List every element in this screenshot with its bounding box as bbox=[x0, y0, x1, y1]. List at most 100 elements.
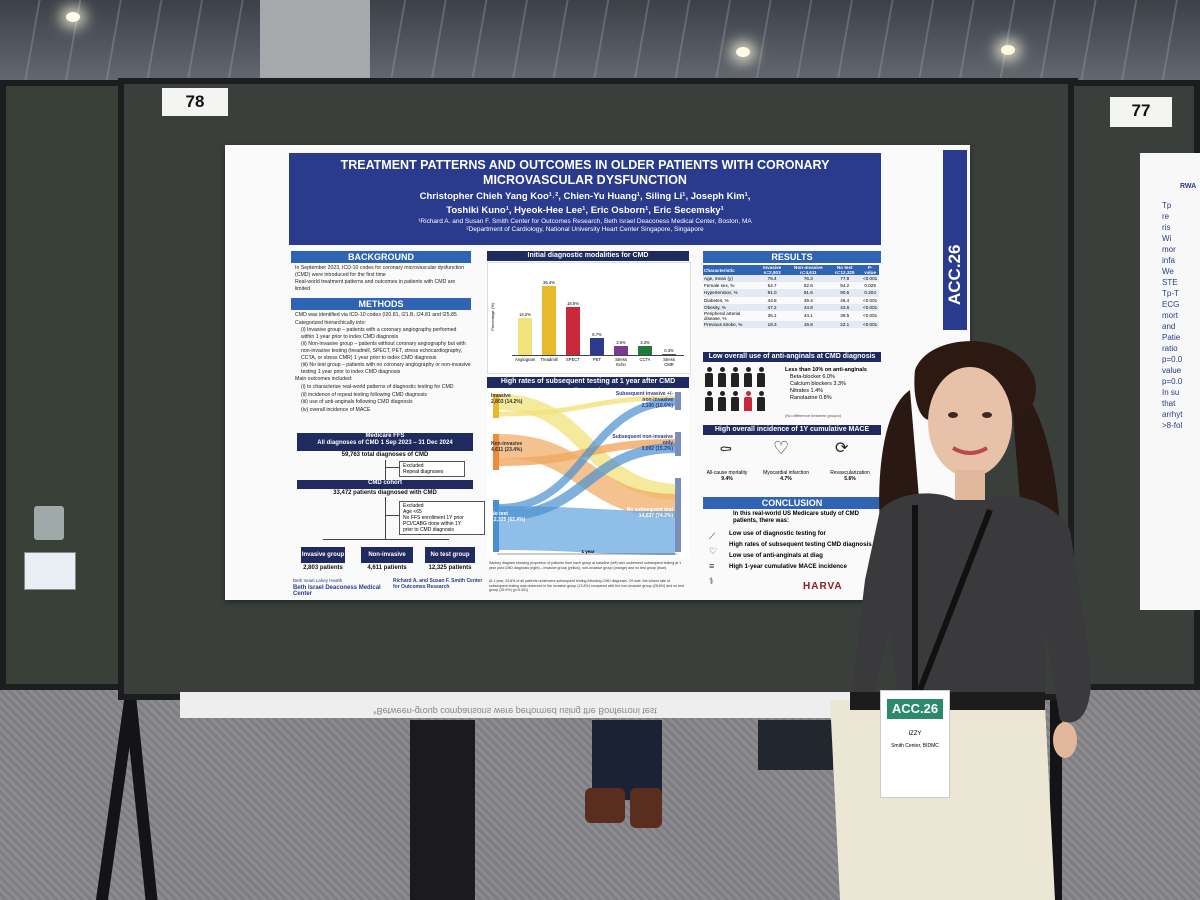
person-icon bbox=[731, 391, 739, 411]
methods-bullet: (ii) incidence of repeat testing followi… bbox=[301, 391, 428, 398]
sankey-axis-label: 1 year bbox=[581, 549, 595, 554]
shoe bbox=[630, 788, 662, 828]
person-icon bbox=[718, 367, 726, 387]
total-diagnoses: 59,763 total diagnoses of CMD bbox=[341, 452, 429, 458]
cmd-cohort-box: CMD cohort bbox=[297, 480, 473, 489]
group-non-invasive: Non-invasive group bbox=[361, 547, 413, 574]
ceiling-light bbox=[1001, 45, 1015, 55]
poster-affiliation-2: ²Department of Cardiology, National Univ… bbox=[466, 226, 704, 233]
bar-category-label: SPECT bbox=[566, 357, 580, 362]
table-cell: 44.1 bbox=[803, 313, 813, 319]
smith-center-logo: Richard A. and Susan F. Smith Center for… bbox=[393, 578, 483, 590]
table-cell: 44.8 bbox=[767, 297, 777, 303]
bar-chart: Percentage (%) 14.2% Angiogram 26.4% Treadm… bbox=[487, 262, 691, 374]
sankey-flow bbox=[498, 394, 676, 500]
right-poster-text: mort bbox=[1162, 311, 1178, 320]
sankey-left-notest: No test 12,325 (62.4%) bbox=[491, 511, 525, 523]
conclusion-bullet: High rates of subsequent testing CMD dia… bbox=[729, 541, 872, 548]
person-legs-background bbox=[410, 720, 475, 900]
bar-category-label: Stress CMR bbox=[663, 357, 675, 367]
right-poster-text: value bbox=[1162, 366, 1182, 375]
antianginal-item: Calcium blockers 3.3% bbox=[790, 381, 846, 387]
plastic-cup bbox=[34, 506, 64, 540]
person-icon bbox=[731, 367, 739, 387]
right-poster: RWA Tp re ris Wi mor infa We STE Tp-T ECG mort and P… bbox=[1140, 153, 1200, 610]
right-poster-text: that bbox=[1162, 399, 1176, 408]
board-footnote-reflection: *Between-group comparisons were performe… bbox=[180, 692, 850, 718]
mace-label: Revascularization bbox=[830, 470, 870, 476]
right-poster-text: ratio bbox=[1162, 344, 1178, 353]
methods-bullet: (iii) No test group – patients with no c… bbox=[301, 362, 471, 375]
bar-treadmill bbox=[542, 286, 556, 355]
exclusion-detail: Repeat diagnoses bbox=[403, 469, 444, 475]
sankey-value: 4,611 (23.4%) bbox=[491, 447, 523, 453]
lanyard bbox=[917, 508, 993, 692]
sankey-diagram bbox=[487, 388, 689, 558]
bar-chart-title: Initial diagnostic modalities for CMD bbox=[487, 251, 689, 261]
bar-angiogram bbox=[518, 318, 532, 355]
poster-sidebar bbox=[943, 150, 967, 330]
flow-connector bbox=[385, 467, 399, 468]
sankey-left-noninvasive: Non-invasive 4,611 (23.4%) bbox=[491, 441, 522, 453]
bar-category-label: CCTA bbox=[639, 357, 651, 362]
bar-value-label: 18.6% bbox=[567, 300, 579, 306]
poster-authors-line-1: Christopher Chieh Yang Koo¹˒², Chien-Yu … bbox=[419, 191, 751, 202]
methods-bullet: CMD was identified via ICD-10 codes (I20… bbox=[295, 312, 457, 318]
mace-heading: High overall incidence of 1Y cumulative … bbox=[703, 425, 881, 435]
mace-value: 4.7% bbox=[780, 476, 792, 482]
right-poster-text: ris bbox=[1162, 223, 1171, 232]
ceiling-light bbox=[66, 12, 80, 22]
badge-name: IZZY bbox=[908, 731, 922, 737]
sankey-right-3: No subsequent test 14,637 (74.2%) bbox=[609, 507, 673, 519]
mace-revasc: Revascularization 5.6% bbox=[821, 470, 879, 482]
conference-badge: ACC.26 IZZY Smith Center, BIDMC bbox=[880, 690, 950, 798]
left-poster-board bbox=[0, 80, 135, 690]
person-icon bbox=[705, 367, 713, 387]
table-cell: 46.4 bbox=[840, 297, 850, 303]
bar-value-label: 0.3% bbox=[664, 348, 674, 354]
table-cell: 76.3 bbox=[788, 275, 829, 283]
table-cell: 43.6 bbox=[828, 303, 862, 311]
exclusion-line: No FFS enrollment 1Y prior bbox=[403, 515, 464, 521]
sankey-value: 2,100 (10.6%) bbox=[641, 403, 673, 409]
group-invasive-count: 2,803 patients bbox=[303, 565, 343, 571]
conclusion-bullet: Low use of anti-anginals at diag bbox=[729, 552, 823, 559]
table-cell: Peripheral arterial disease, % bbox=[704, 310, 741, 321]
bar-pet bbox=[590, 337, 604, 355]
table-cell: 47.2 bbox=[755, 303, 789, 311]
cohort-count: 33,472 patients diagnosed with CMD bbox=[333, 490, 437, 496]
poster-affiliation-1: ¹Richard A. and Susan F. Smith Center fo… bbox=[418, 218, 752, 225]
poster-authors-line-2: Toshiki Kuno¹, Hyeok-Hee Lee¹, Eric Osbo… bbox=[446, 205, 724, 216]
table-cell: Diabetes, % bbox=[704, 297, 729, 303]
methods-bullet: Categorized hierarchically into: bbox=[295, 319, 366, 326]
bar-value-label: 6.7% bbox=[592, 331, 602, 337]
group-no-test-count: 12,325 patients bbox=[428, 565, 472, 571]
methods-text: CMD was identified via ICD-10 codes (I20… bbox=[295, 312, 471, 414]
badge-logo: ACC.26 bbox=[887, 699, 943, 719]
right-poster-text: ECG bbox=[1162, 300, 1180, 309]
conclusion-bullet: High 1-year cumulative MACE incidence bbox=[729, 563, 847, 570]
table-cell: Female sex, % bbox=[704, 283, 735, 289]
background-text: In September 2023, ICD-10 codes for coro… bbox=[295, 265, 471, 293]
antianginal-lead: Less than 10% on anti-anginals bbox=[785, 367, 867, 373]
methods-bullet: (iv) overall incidence of MACE bbox=[301, 406, 371, 413]
bar-category-label: Angiogram bbox=[515, 357, 536, 362]
board-number-77: 77 bbox=[1110, 97, 1172, 127]
sankey-value: 12,325 (62.4%) bbox=[491, 517, 526, 523]
results-col-header: Characteristic bbox=[703, 265, 756, 275]
right-poster-text: STE bbox=[1162, 278, 1178, 287]
mace-value: 5.6% bbox=[844, 476, 856, 482]
mace-label: All-cause mortality bbox=[706, 470, 748, 476]
table-cell: 35.1 bbox=[767, 313, 777, 319]
flow-connector bbox=[385, 460, 386, 480]
methods-heading: METHODS bbox=[291, 298, 471, 310]
table-cell: 91.6 bbox=[788, 289, 829, 297]
table-cell: <0.001 bbox=[863, 313, 878, 319]
smile bbox=[951, 446, 989, 455]
badge-affiliation: Smith Center, BIDMC bbox=[891, 743, 939, 749]
right-poster-text: Tp bbox=[1162, 201, 1172, 210]
sankey-node-invasive bbox=[493, 394, 499, 418]
table-cell: 49.4 bbox=[803, 297, 813, 303]
exclusion-title: Excluded bbox=[403, 463, 424, 469]
table-cell: 91.0 bbox=[755, 289, 789, 297]
